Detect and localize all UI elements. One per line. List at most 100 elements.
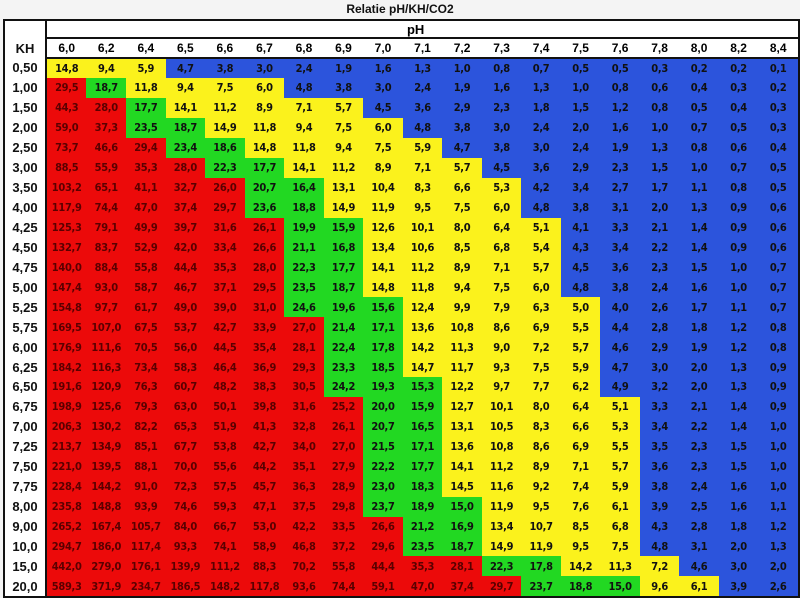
co2-cell: 10,5 (481, 416, 522, 437)
co2-cell: 29,4 (126, 137, 166, 158)
co2-cell: 11,3 (600, 556, 640, 577)
co2-cell: 39,7 (165, 217, 206, 238)
table-row: 1,00 29,5 18,7 11,8 9,4 7,5 6,0 4,8 3,8 3,0 2,4 1,9… (4, 77, 799, 98)
co2-cell: 0,1 (758, 58, 799, 78)
co2-cell: 53,7 (165, 317, 206, 338)
co2-cell: 26,6 (363, 516, 403, 537)
co2-cell: 0,8 (481, 58, 522, 78)
co2-cell: 19,3 (363, 377, 403, 397)
co2-cell: 132,7 (45, 237, 87, 258)
co2-cell: 1,7 (639, 177, 680, 198)
co2-cell: 74,6 (165, 496, 206, 517)
kh-tick-label: 7,00 (4, 416, 47, 437)
co2-cell: 1,6 (481, 77, 522, 98)
co2-cell: 1,8 (718, 516, 759, 537)
co2-cell: 3,8 (639, 476, 680, 497)
ph-header-row: pH (4, 20, 799, 39)
co2-cell: 1,0 (442, 58, 482, 78)
co2-cell: 20,0 (363, 396, 403, 417)
table-row: 3,00 88,5 55,9 35,3 28,0 22,3 17,7 14,1 11,2 8,9 7… (4, 157, 799, 178)
co2-cell: 1,6 (679, 277, 719, 298)
co2-cell: 125,6 (86, 396, 127, 417)
co2-cell: 38,3 (244, 377, 285, 397)
co2-cell: 9,6 (639, 576, 680, 598)
co2-cell: 11,3 (442, 337, 482, 358)
co2-cell: 1,3 (639, 137, 680, 158)
co2-cell: 4,9 (600, 377, 640, 397)
co2-cell: 130,2 (86, 416, 127, 437)
co2-cell: 16,9 (442, 516, 482, 537)
co2-cell: 235,8 (45, 496, 87, 517)
co2-cell: 111,2 (205, 556, 245, 577)
co2-cell: 21,4 (323, 317, 364, 338)
co2-cell: 8,9 (244, 97, 285, 118)
co2-cell: 53,8 (205, 436, 245, 457)
co2-cell: 22,4 (323, 337, 364, 358)
table-row: 2,50 73,7 46,6 29,4 23,4 18,6 14,8 11,8 9,4 7,5 5,… (4, 137, 799, 158)
co2-cell: 0,5 (758, 157, 799, 178)
co2-cell: 31,6 (205, 217, 245, 238)
chart-title: Relatie pH/KH/CO2 (346, 2, 454, 16)
co2-cell: 6,9 (521, 317, 561, 338)
co2-cell: 7,6 (560, 496, 601, 517)
co2-cell: 0,3 (758, 97, 799, 118)
co2-cell: 45,7 (244, 476, 285, 497)
co2-cell: 0,4 (758, 137, 799, 158)
co2-table: pH KH 6,0 6,2 6,4 6,5 6,6 6,7 6,8 6,9 7,0 7,1 7,2 7… (3, 19, 800, 598)
co2-cell: 2,0 (560, 117, 601, 138)
co2-cell: 14,1 (442, 456, 482, 477)
co2-cell: 3,6 (521, 157, 561, 178)
co2-cell: 63,0 (165, 396, 206, 417)
co2-cell: 22,2 (363, 456, 403, 477)
co2-cell: 15,0 (600, 576, 640, 598)
co2-cell: 1,1 (679, 177, 719, 198)
co2-cell: 55,6 (205, 456, 245, 477)
co2-cell: 35,3 (402, 556, 443, 577)
co2-cell: 13,4 (363, 237, 403, 258)
co2-cell: 13,6 (402, 317, 443, 338)
co2-cell: 0,4 (718, 97, 759, 118)
co2-cell: 1,9 (600, 137, 640, 158)
co2-cell: 37,5 (284, 496, 324, 517)
co2-cell: 28,0 (244, 257, 285, 278)
co2-cell: 22,3 (284, 257, 324, 278)
co2-cell: 6,6 (442, 177, 482, 198)
co2-cell: 5,3 (600, 416, 640, 437)
co2-cell: 5,5 (600, 436, 640, 457)
co2-cell: 16,5 (402, 416, 443, 437)
co2-cell: 0,9 (718, 237, 759, 258)
co2-cell: 2,0 (639, 197, 680, 218)
co2-cell: 12,7 (442, 396, 482, 417)
co2-cell: 41,3 (244, 416, 285, 437)
co2-cell: 1,0 (718, 257, 759, 278)
co2-cell: 23,5 (402, 536, 443, 557)
co2-cell: 18,6 (205, 137, 245, 158)
co2-cell: 0,9 (758, 357, 799, 377)
table-row: 7,50 221,0 139,5 88,1 70,0 55,6 44,2 35,1 27,9 22… (4, 456, 799, 477)
co2-cell: 5,7 (560, 337, 601, 358)
co2-cell: 3,0 (244, 58, 285, 78)
co2-cell: 167,4 (86, 516, 127, 537)
co2-cell: 0,7 (758, 257, 799, 278)
co2-cell: 28,1 (284, 337, 324, 358)
co2-cell: 5,9 (126, 58, 166, 78)
co2-cell: 14,2 (560, 556, 601, 577)
ph-tick-label: 8,0 (679, 38, 719, 59)
co2-cell: 3,4 (560, 177, 601, 198)
co2-cell: 93,0 (86, 277, 127, 298)
co2-cell: 35,3 (126, 157, 166, 178)
co2-cell: 15,9 (323, 217, 364, 238)
co2-cell: 25,2 (323, 396, 364, 417)
co2-cell: 3,8 (442, 117, 482, 138)
co2-cell: 2,3 (679, 436, 719, 457)
co2-cell: 2,2 (679, 416, 719, 437)
co2-cell: 0,4 (679, 77, 719, 98)
co2-cell: 46,6 (86, 137, 127, 158)
co2-cell: 39,0 (205, 297, 245, 318)
co2-cell: 6,3 (521, 297, 561, 318)
co2-cell: 35,1 (284, 456, 324, 477)
co2-cell: 23,6 (244, 197, 285, 218)
co2-cell: 27,0 (323, 436, 364, 457)
co2-cell: 16,4 (284, 177, 324, 198)
co2-cell: 23,5 (284, 277, 324, 298)
